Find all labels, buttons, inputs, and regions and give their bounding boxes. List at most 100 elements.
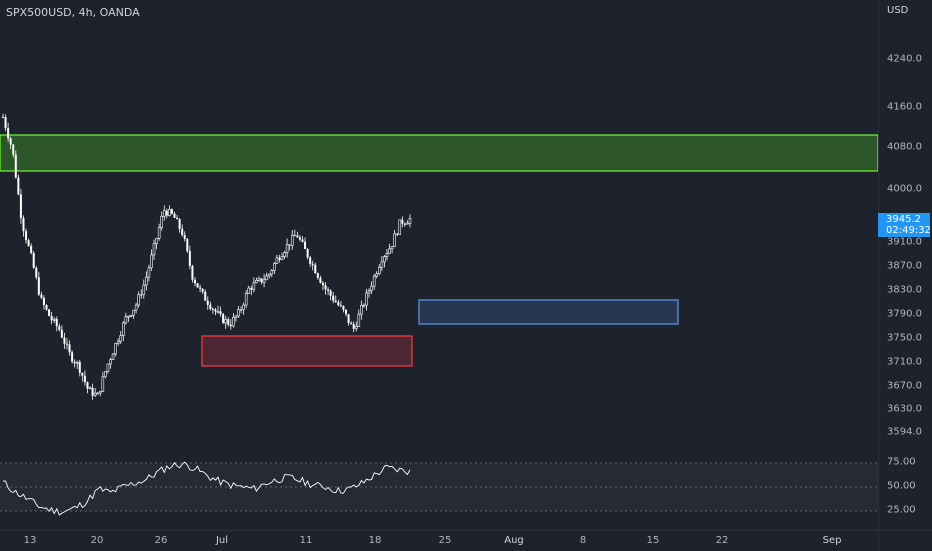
candle-body (211, 308, 214, 310)
candle-body (273, 263, 276, 271)
candle-body (93, 392, 97, 396)
candle-body (393, 233, 396, 247)
candle-body (150, 254, 153, 269)
candle-body (278, 257, 281, 260)
candle-body (170, 209, 173, 214)
candle-body (370, 285, 373, 291)
candle-body (50, 316, 53, 321)
candle-body (334, 300, 337, 303)
candle-body (75, 361, 79, 364)
candle-body (193, 279, 196, 284)
demand-zone[interactable] (201, 335, 413, 367)
candle-body (60, 329, 63, 338)
bar-countdown: 02:49:32 (886, 225, 931, 236)
candle-body (398, 219, 402, 235)
price-tick-label: 3910.0 (887, 236, 922, 248)
candle-body (365, 292, 368, 306)
candle-body (408, 218, 412, 224)
candle-body (229, 324, 232, 327)
candle-body (306, 248, 309, 258)
candle-body (52, 318, 56, 321)
candle-body (227, 319, 230, 325)
candle-body (354, 326, 358, 330)
candle-body (25, 231, 28, 241)
candle-body (406, 222, 409, 225)
last-price-badge: 3945.2 02:49:32 (878, 213, 931, 237)
supply-zone[interactable] (0, 134, 878, 172)
candle-body (188, 251, 191, 266)
candle-body (176, 217, 179, 220)
candle-body (165, 210, 168, 216)
candle-body (255, 280, 258, 284)
candle-body (152, 243, 156, 256)
candle-body (385, 253, 389, 257)
currency-label: USD (887, 5, 909, 16)
candle-body (362, 304, 366, 307)
candle-body (285, 244, 289, 253)
candle-body (252, 282, 256, 290)
candle-body (162, 210, 166, 217)
candle-body (199, 287, 202, 289)
target-zone[interactable] (418, 299, 679, 325)
candle-body (65, 343, 68, 345)
candle-body (380, 261, 384, 268)
price-axis[interactable] (878, 0, 932, 530)
candle-body (196, 283, 199, 288)
candle-body (181, 228, 184, 235)
candle-body (81, 372, 84, 376)
candle-body (283, 252, 286, 257)
candle-body (377, 267, 381, 275)
candle-body (372, 275, 376, 287)
candle-body (96, 392, 100, 395)
candle-body (86, 382, 89, 389)
candle-body (137, 294, 140, 306)
price-tick-label: 4160.0 (887, 101, 922, 113)
price-tick-label: 3670.0 (887, 380, 922, 392)
time-tick-label: Aug (504, 535, 524, 546)
candle-body (304, 241, 307, 249)
candle-body (4, 117, 7, 129)
candle-body (250, 287, 253, 290)
time-axis[interactable]: 13 20 26 Jul 11 18 25 Aug 8 15 22 Sep (0, 530, 878, 551)
candle-body (242, 304, 245, 311)
price-tick-label: 3594.0 (887, 426, 922, 438)
price-tick-label: 3830.0 (887, 284, 922, 296)
candle-body (260, 278, 263, 283)
candle-body (111, 353, 115, 360)
candle-body (232, 317, 235, 327)
candle-body (296, 235, 299, 238)
candle-body (73, 361, 76, 364)
price-chart-canvas[interactable] (0, 0, 878, 530)
candle-body (19, 194, 22, 219)
rsi-tick-label: 25.00 (887, 504, 916, 516)
price-tick-label: 4000.0 (887, 183, 922, 195)
candle-body (314, 264, 317, 274)
last-price-value: 3945.2 (886, 214, 921, 225)
candle-body (119, 335, 123, 342)
candle-body (191, 265, 194, 280)
candle-body (321, 282, 324, 286)
candle-body (14, 154, 17, 178)
candle-body (45, 305, 48, 310)
candle-body (357, 313, 361, 327)
candle-body (244, 293, 248, 306)
candle-body (132, 309, 135, 316)
candle-body (129, 314, 133, 317)
rsi-pane (0, 461, 878, 516)
candle-body (142, 284, 146, 295)
candle-body (222, 314, 225, 324)
candle-body (116, 340, 120, 344)
time-tick-label: 15 (646, 535, 660, 546)
candle-body (324, 285, 327, 290)
candle-body (140, 294, 143, 296)
rsi-tick-label: 75.00 (887, 456, 916, 468)
candle-body (30, 245, 33, 254)
time-tick-label: 11 (299, 535, 313, 546)
candle-body (275, 257, 279, 264)
candle-body (247, 287, 251, 294)
candle-body (352, 324, 355, 329)
zones-layer (0, 134, 878, 367)
candle-body (240, 309, 243, 311)
candle-body (104, 371, 107, 378)
